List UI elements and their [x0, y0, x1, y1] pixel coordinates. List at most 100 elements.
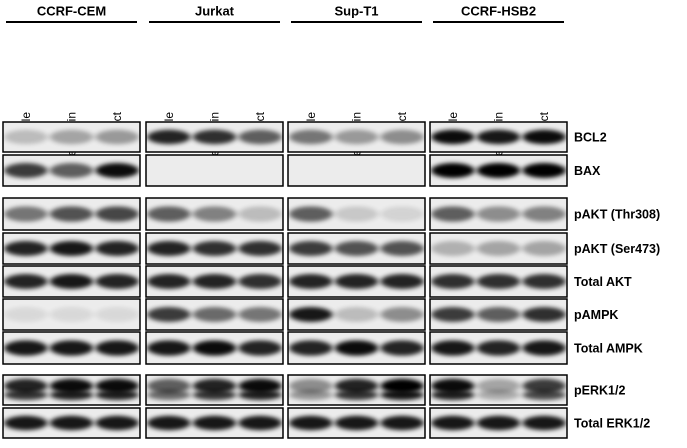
band — [238, 241, 282, 256]
band — [431, 241, 475, 256]
blot-panel — [2, 232, 141, 265]
bands — [4, 274, 139, 289]
band — [95, 129, 139, 145]
band — [4, 274, 48, 289]
band — [95, 415, 139, 431]
blot-panel — [2, 407, 141, 439]
cell-line-title: CCRF-HSB2 — [461, 3, 536, 18]
band — [4, 241, 48, 256]
blot-panel — [429, 154, 568, 187]
blot-border — [2, 232, 141, 265]
band — [95, 241, 139, 256]
blot-panel — [287, 154, 426, 187]
band — [238, 206, 282, 222]
blot-panel — [2, 121, 141, 153]
band — [49, 389, 94, 401]
blot-border — [287, 265, 426, 298]
band — [334, 129, 379, 145]
band — [238, 129, 282, 145]
band — [476, 206, 521, 222]
band — [334, 340, 379, 356]
blot-panel — [145, 197, 284, 231]
band — [289, 340, 333, 356]
blot-panel — [2, 154, 141, 187]
blot-label: Total AMPK — [574, 341, 643, 355]
band — [334, 415, 379, 431]
blot-label: pAKT (Thr308) — [574, 207, 660, 221]
cell-line-title: CCRF-CEM — [37, 3, 106, 18]
band — [95, 163, 139, 178]
blot-panel — [287, 331, 426, 365]
blot-background — [146, 155, 283, 186]
band — [522, 163, 566, 178]
band — [192, 274, 237, 289]
band — [49, 415, 94, 431]
blot-label: Total ERK1/2 — [574, 416, 650, 430]
band — [95, 340, 139, 356]
band — [522, 340, 566, 356]
bands — [289, 340, 424, 356]
blot-border — [145, 374, 284, 406]
band — [238, 340, 282, 356]
bands — [147, 378, 282, 401]
blot-label: BAX — [574, 164, 601, 178]
band — [289, 206, 333, 222]
bands — [431, 274, 566, 289]
blot-panel — [2, 331, 141, 365]
blot-panel — [145, 232, 284, 265]
band — [192, 129, 237, 145]
band — [334, 206, 379, 222]
blot-panel — [287, 374, 426, 406]
band — [4, 378, 48, 394]
band — [238, 307, 282, 322]
bands — [147, 129, 282, 145]
bands — [289, 129, 424, 145]
blot-panel — [287, 407, 426, 439]
blot-border — [287, 374, 426, 406]
bands — [147, 206, 282, 222]
blot-border — [429, 154, 568, 187]
band — [289, 129, 333, 145]
band — [380, 206, 424, 222]
band — [147, 415, 191, 431]
band — [147, 206, 191, 222]
band — [238, 274, 282, 289]
blot-label: pAKT (Ser473) — [574, 242, 660, 256]
band — [192, 206, 237, 222]
band — [95, 389, 139, 401]
blot-border — [2, 265, 141, 298]
band — [147, 274, 191, 289]
band — [334, 274, 379, 289]
band — [522, 378, 566, 394]
bands — [4, 129, 139, 145]
band — [192, 389, 237, 401]
bands — [289, 241, 424, 256]
bands — [289, 307, 424, 322]
band — [49, 129, 94, 145]
blot-border — [429, 298, 568, 331]
blot-border — [2, 197, 141, 231]
band — [147, 129, 191, 145]
bands — [4, 241, 139, 256]
band — [380, 274, 424, 289]
cell-line-title: Jurkat — [195, 3, 235, 18]
blot-panel — [145, 407, 284, 439]
blot-panel — [2, 374, 141, 406]
band — [431, 307, 475, 322]
bands — [431, 378, 566, 401]
band — [431, 389, 475, 401]
band — [49, 378, 94, 394]
band — [147, 389, 191, 401]
bands — [431, 206, 566, 222]
blot-border — [145, 265, 284, 298]
band — [238, 378, 282, 394]
blot-border — [429, 232, 568, 265]
blot-label: pAMPK — [574, 308, 618, 322]
band — [431, 129, 475, 145]
blot-label: BCL2 — [574, 130, 607, 144]
bands — [431, 241, 566, 256]
band — [431, 415, 475, 431]
band — [147, 241, 191, 256]
